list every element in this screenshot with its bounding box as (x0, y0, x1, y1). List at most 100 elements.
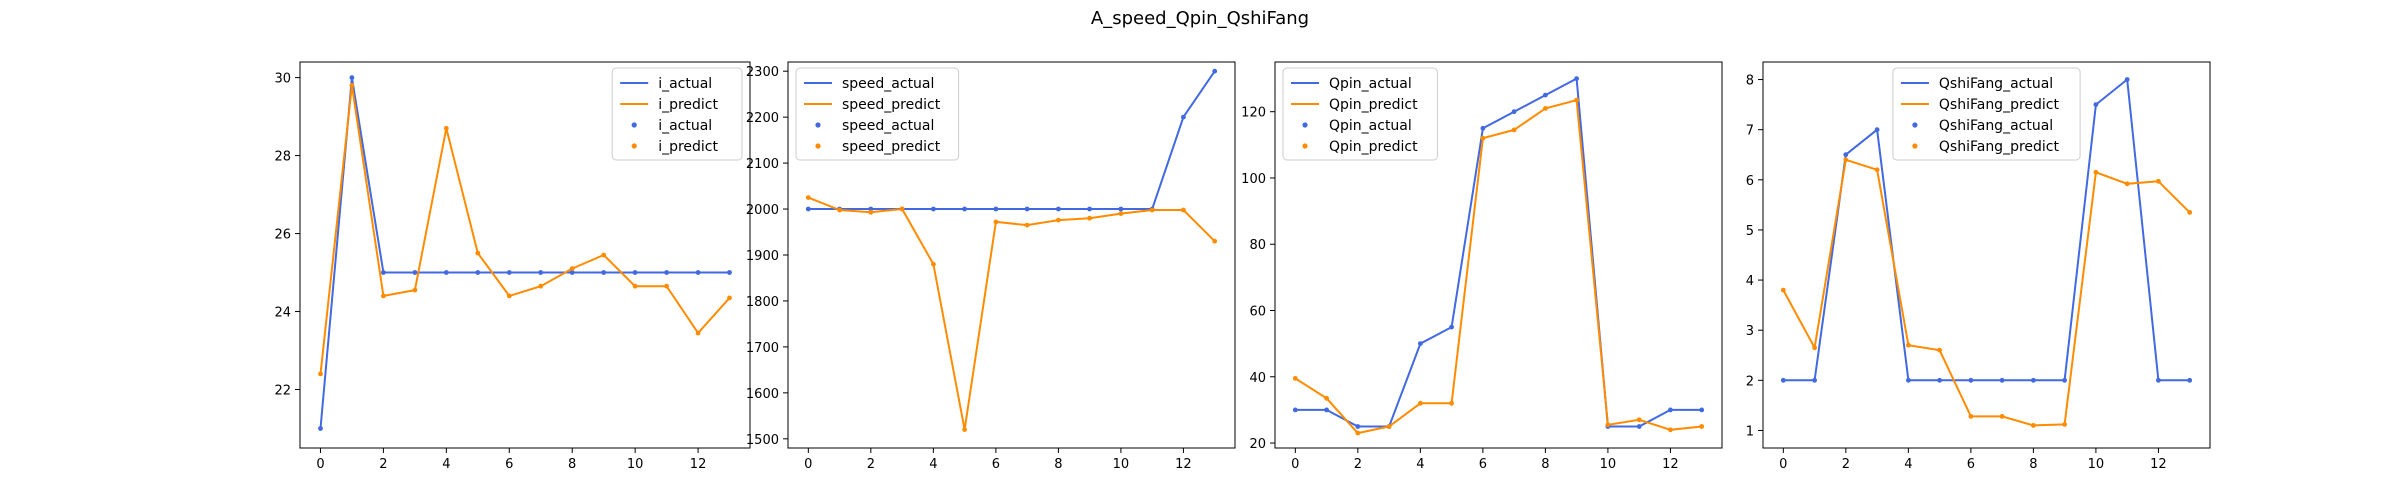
data-point-Qpin_actual (1636, 424, 1642, 429)
data-point-Qpin_actual (1355, 424, 1361, 429)
data-point-QshiFang_predict (2156, 178, 2161, 184)
y-tick-label: 1700 (746, 341, 779, 356)
data-point-speed_actual (993, 206, 999, 212)
data-point-speed_actual (1118, 206, 1124, 212)
data-point-i_predict (664, 283, 669, 289)
y-tick-label: 2000 (746, 203, 779, 218)
y-tick-label: 5 (1746, 224, 1754, 239)
legend-label: QshiFang_actual (1939, 118, 2053, 134)
data-point-i_actual (569, 270, 575, 275)
legend-label: Qpin_predict (1329, 139, 1418, 155)
x-tick-label: 6 (505, 457, 513, 472)
data-point-QshiFang_actual (2093, 102, 2099, 107)
x-tick-label: 2 (379, 457, 387, 472)
series-line-i_predict (319, 85, 731, 375)
data-point-i_actual (601, 270, 607, 275)
data-point-Qpin_predict (1543, 106, 1548, 111)
data-point-QshiFang_predict (2062, 422, 2068, 427)
legend-dot-marker (1302, 143, 1308, 149)
data-point-i_predict (727, 295, 732, 301)
data-point-QshiFang_actual (2156, 377, 2161, 383)
y-tick-label: 2300 (746, 65, 779, 80)
y-tick-label: 24 (274, 306, 291, 321)
legend-label: QshiFang_predict (1939, 139, 2060, 155)
x-tick-label: 2 (1842, 457, 1850, 472)
x-tick-label: 4 (1416, 457, 1424, 472)
legend-dot-marker (1302, 122, 1308, 128)
data-point-QshiFang_actual (2062, 377, 2068, 383)
y-tick-label: 1 (1746, 424, 1754, 439)
data-point-QshiFang_predict (2124, 181, 2130, 187)
data-point-QshiFang_predict (2187, 210, 2193, 215)
legend-label: speed_predict (842, 139, 941, 155)
data-point-Qpin_actual (1418, 341, 1423, 346)
x-tick-label: 2 (867, 457, 875, 472)
data-point-i_predict (695, 330, 701, 336)
legend-dot-marker (631, 143, 637, 149)
series-line-Qpin_actual (1295, 77, 1702, 428)
data-point-i_actual (412, 270, 418, 275)
x-tick-label: 10 (1600, 457, 1617, 472)
y-tick-label: 40 (1249, 371, 1266, 386)
chart-panel-3: 0 2 4 6 8 10 12 20 40 60 80 100 120 Qpin_actual Qpin_p… (1241, 61, 1723, 472)
data-point-QshiFang_actual (1843, 152, 1849, 158)
data-point-QshiFang_actual (2187, 377, 2193, 383)
x-tick-label: 4 (929, 457, 937, 472)
x-tick-label: 6 (992, 457, 1000, 472)
data-point-Qpin_actual (1699, 407, 1705, 413)
data-point-i_actual (695, 270, 701, 275)
data-point-speed_predict (993, 219, 999, 225)
data-point-i_predict (601, 252, 607, 258)
legend-dot-marker (815, 122, 821, 128)
x-tick-label: 6 (1967, 457, 1975, 472)
data-point-i_predict (318, 371, 323, 377)
legend-dot-marker (1912, 122, 1918, 128)
y-tick-label: 2 (1746, 374, 1754, 389)
x-tick-label: 12 (2150, 457, 2167, 472)
x-tick-label: 8 (1541, 457, 1549, 472)
data-point-i_predict (475, 250, 481, 256)
data-point-speed_predict (962, 427, 967, 432)
axes-frame (1762, 61, 2211, 449)
legend-box (611, 67, 743, 161)
data-point-i_predict (443, 125, 449, 131)
data-point-QshiFang_actual (2124, 77, 2130, 82)
data-point-i_actual (475, 270, 481, 275)
data-point-QshiFang_predict (1937, 347, 1942, 353)
data-point-speed_predict (1056, 217, 1061, 223)
legend-label: i_actual (658, 118, 712, 134)
data-point-QshiFang_actual (1937, 377, 1942, 383)
legend-label: speed_actual (842, 118, 934, 134)
data-point-i_actual (381, 270, 386, 275)
data-point-Qpin_actual (1511, 109, 1517, 115)
data-point-Qpin_actual (1449, 324, 1454, 330)
legend-label: i_actual (658, 76, 712, 92)
data-point-i_predict (632, 283, 638, 289)
axes-frame (1274, 61, 1723, 449)
data-point-QshiFang_predict (2031, 423, 2036, 428)
y-tick-label: 26 (274, 228, 291, 243)
data-point-QshiFang_actual (1874, 127, 1880, 133)
x-tick-label: 6 (1479, 457, 1487, 472)
data-point-i_predict (349, 83, 355, 88)
data-point-QshiFang_predict (1999, 414, 2005, 419)
data-point-speed_actual (1056, 206, 1061, 212)
data-point-Qpin_actual (1668, 407, 1673, 413)
data-point-speed_predict (1118, 211, 1124, 217)
y-tick-label: 2200 (746, 111, 779, 126)
data-point-i_actual (727, 270, 732, 275)
figure-title: A_speed_Qpin_QshiFang (1090, 8, 1310, 29)
data-point-speed_predict (1087, 215, 1092, 221)
legend: QshiFang_actual QshiFang_predict QshiFang_… (1892, 67, 2081, 161)
data-point-i_predict (538, 283, 544, 289)
x-tick-label: 10 (627, 457, 644, 472)
data-point-QshiFang_actual (2031, 377, 2036, 383)
series-line-i_actual (319, 77, 730, 429)
data-point-QshiFang_predict (1906, 342, 1911, 348)
x-tick-label: 8 (1054, 457, 1062, 472)
legend-label: QshiFang_predict (1939, 97, 2060, 113)
data-point-QshiFang_predict (1843, 157, 1849, 163)
x-tick-label: 0 (1291, 457, 1299, 472)
series-line-speed_predict (807, 196, 1216, 430)
